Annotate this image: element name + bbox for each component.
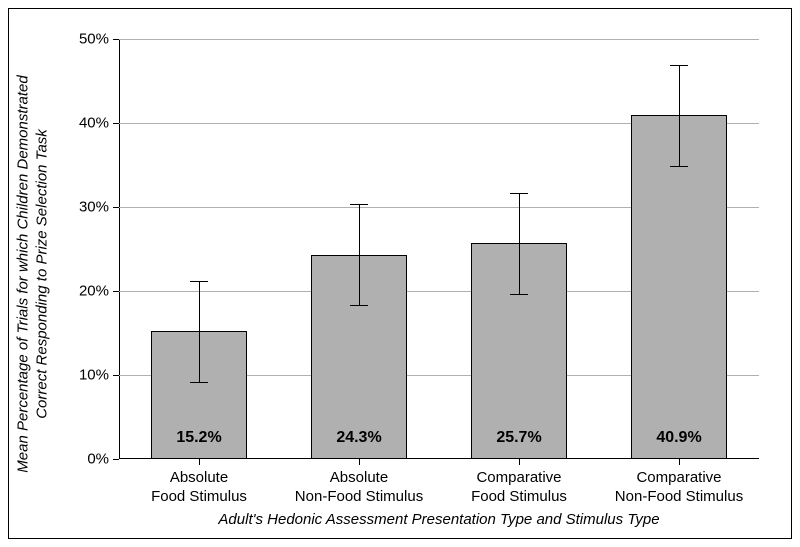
- y-axis-label-wrap: Mean Percentage of Trials for which Chil…: [13, 9, 53, 538]
- error-bar-cap: [670, 65, 688, 66]
- y-tick-label: 10%: [79, 367, 119, 384]
- bar-value-label: 40.9%: [656, 429, 701, 447]
- error-bar-line: [519, 193, 520, 294]
- y-axis-label: Mean Percentage of Trials for which Chil…: [14, 75, 52, 472]
- gridline: [119, 39, 759, 40]
- error-bar-cap: [350, 204, 368, 205]
- error-bar-cap: [510, 193, 528, 194]
- error-bar-line: [359, 204, 360, 305]
- bar-value-label: 25.7%: [496, 429, 541, 447]
- bar-value-label: 15.2%: [176, 429, 221, 447]
- error-bar-cap: [670, 166, 688, 167]
- y-tick-label: 20%: [79, 283, 119, 300]
- error-bar-line: [199, 281, 200, 382]
- y-tick-label: 40%: [79, 115, 119, 132]
- x-axis-label: Adult's Hedonic Assessment Presentation …: [119, 511, 759, 528]
- error-bar-cap: [190, 382, 208, 383]
- x-tick-label: AbsoluteFood Stimulus: [151, 459, 247, 507]
- plot-area: 0%10%20%30%40%50%15.2%AbsoluteFood Stimu…: [119, 39, 759, 459]
- x-tick-label: ComparativeFood Stimulus: [471, 459, 567, 507]
- y-tick-label: 0%: [87, 451, 119, 468]
- y-axis-label-line2: Correct Responding to Prize Selection Ta…: [33, 129, 50, 419]
- error-bar-line: [679, 65, 680, 166]
- bar-value-label: 24.3%: [336, 429, 381, 447]
- y-axis-label-line1: Mean Percentage of Trials for which Chil…: [14, 75, 31, 472]
- chart-frame: Mean Percentage of Trials for which Chil…: [8, 8, 792, 539]
- y-tick-label: 50%: [79, 31, 119, 48]
- error-bar-cap: [190, 281, 208, 282]
- error-bar-cap: [350, 305, 368, 306]
- y-axis-line: [119, 39, 120, 459]
- y-tick-label: 30%: [79, 199, 119, 216]
- x-tick-label: AbsoluteNon-Food Stimulus: [295, 459, 423, 507]
- error-bar-cap: [510, 294, 528, 295]
- x-tick-label: ComparativeNon-Food Stimulus: [615, 459, 743, 507]
- bar: [631, 115, 727, 459]
